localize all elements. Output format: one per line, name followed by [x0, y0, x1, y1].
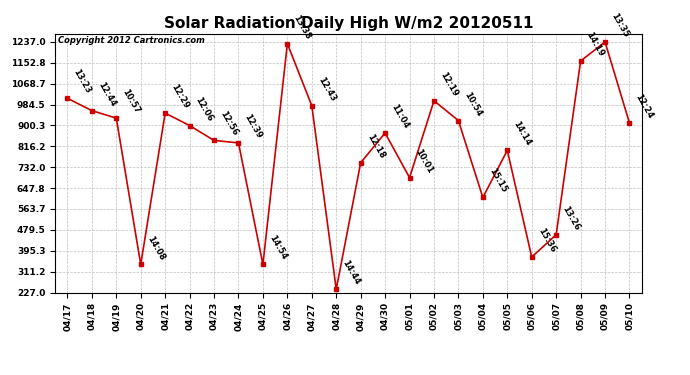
Text: 13:35: 13:35 [609, 12, 631, 39]
Text: 12:39: 12:39 [243, 112, 264, 140]
Text: 12:24: 12:24 [633, 93, 655, 120]
Text: 15:36: 15:36 [536, 226, 557, 254]
Text: 15:15: 15:15 [487, 167, 509, 195]
Text: 14:54: 14:54 [267, 234, 288, 262]
Text: 14:19: 14:19 [584, 31, 606, 58]
Text: 11:04: 11:04 [389, 102, 411, 130]
Text: Copyright 2012 Cartronics.com: Copyright 2012 Cartronics.com [58, 36, 205, 45]
Text: 13:38: 13:38 [291, 13, 313, 41]
Text: 12:44: 12:44 [96, 80, 117, 108]
Text: 13:23: 13:23 [72, 68, 92, 96]
Text: 13:26: 13:26 [560, 204, 582, 232]
Text: 10:57: 10:57 [121, 88, 141, 116]
Text: 12:56: 12:56 [218, 110, 239, 138]
Text: 10:54: 10:54 [462, 90, 484, 118]
Text: 12:06: 12:06 [194, 95, 215, 123]
Text: 14:44: 14:44 [340, 259, 362, 286]
Text: 10:01: 10:01 [414, 147, 435, 175]
Text: 14:14: 14:14 [511, 120, 533, 148]
Text: 12:18: 12:18 [365, 132, 386, 160]
Text: 12:19: 12:19 [438, 70, 460, 98]
Title: Solar Radiation Daily High W/m2 20120511: Solar Radiation Daily High W/m2 20120511 [164, 16, 533, 31]
Text: 12:43: 12:43 [316, 75, 337, 103]
Text: 14:08: 14:08 [145, 234, 166, 262]
Text: 12:29: 12:29 [169, 83, 190, 110]
